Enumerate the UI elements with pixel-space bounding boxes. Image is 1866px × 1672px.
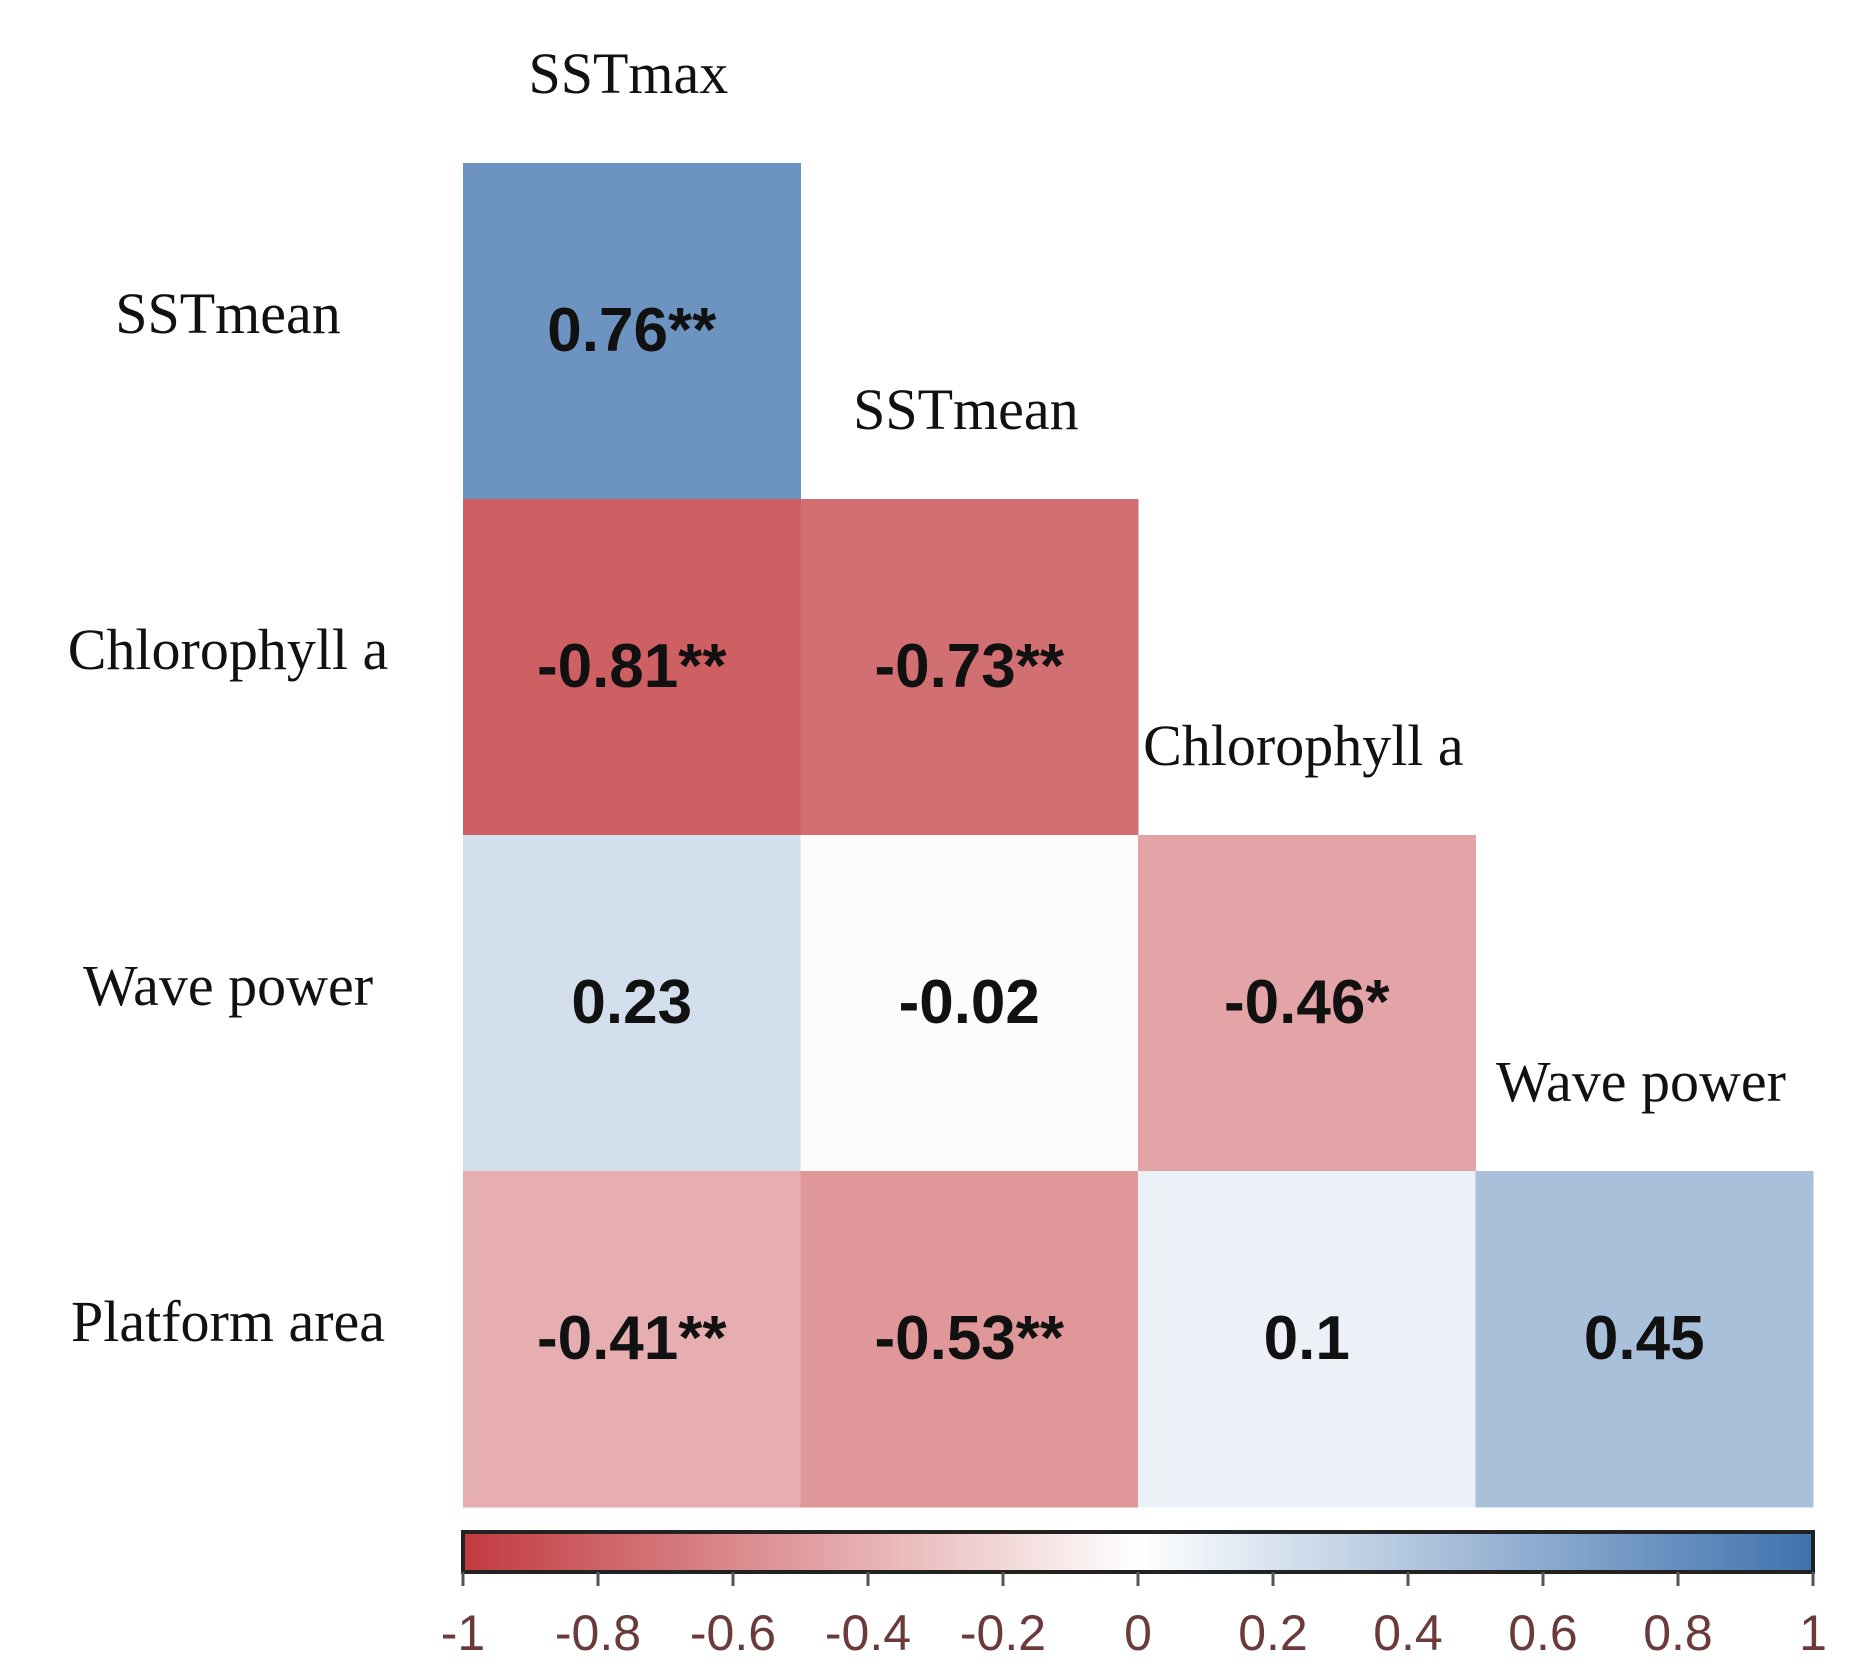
colorbar: -1 -0.8 -0.6 -0.4 -0.2 0 0.2 0.4 0.6 0.8 1 [441, 1530, 1827, 1661]
column-label: Wave power [1496, 1049, 1786, 1114]
heatmap-value-labels: 0.76** -0.81** -0.73** 0.23 -0.02 -0.46* -0.41… [537, 296, 1705, 1373]
colorbar-tick-label: 0.8 [1643, 1605, 1713, 1661]
colorbar-tick-label: -0.2 [960, 1605, 1046, 1661]
cell-value-label: -0.41** [537, 1304, 727, 1373]
heatmap-cell-r3-c3 [1475, 1171, 1814, 1508]
cell-value-label: 0.45 [1584, 1304, 1705, 1373]
row-label: Wave power [83, 953, 373, 1018]
heatmap-cell-r2-c1 [800, 835, 1139, 1172]
colorbar-tick-label: -0.4 [825, 1605, 911, 1661]
colorbar-tick-label: 0.4 [1373, 1605, 1443, 1661]
column-label: SSTmax [528, 41, 728, 106]
colorbar-tick-label: 1 [1799, 1605, 1827, 1661]
cell-value-label: -0.02 [899, 968, 1040, 1037]
heatmap-cell-r1-c0 [463, 499, 801, 836]
colorbar-tick-label: -0.8 [555, 1605, 641, 1661]
column-labels: SSTmax SSTmean Chlorophyll a Wave power [528, 41, 1785, 1114]
cell-value-label: -0.81** [537, 632, 727, 701]
colorbar-tick-label: 0.6 [1508, 1605, 1578, 1661]
cell-value-label: 0.23 [571, 968, 692, 1037]
heatmap-cell-r0-c0 [463, 163, 801, 500]
row-label: SSTmean [115, 281, 341, 346]
column-label: Chlorophyll a [1143, 713, 1464, 778]
colorbar-tick-label: 0.2 [1238, 1605, 1308, 1661]
heatmap-cell-r2-c2 [1138, 835, 1476, 1172]
row-labels: SSTmean Chlorophyll a Wave power Platform a… [68, 281, 389, 1354]
heatmap-cell-r2-c0 [463, 835, 801, 1172]
cell-value-label: 0.76** [547, 296, 717, 365]
cell-value-label: -0.73** [874, 632, 1064, 701]
colorbar-tick-label: -1 [441, 1605, 485, 1661]
heatmap-cells [463, 163, 1814, 1508]
row-label: Platform area [71, 1289, 385, 1354]
column-label: SSTmean [853, 377, 1079, 442]
heatmap-cell-r3-c0 [463, 1171, 801, 1508]
cell-value-label: 0.1 [1264, 1304, 1350, 1373]
cell-value-label: -0.53** [874, 1304, 1064, 1373]
heatmap-cell-r3-c1 [800, 1171, 1139, 1508]
colorbar-gradient [461, 1530, 1815, 1574]
heatmap-cell-r1-c1 [800, 499, 1139, 836]
colorbar-tick-label: 0 [1124, 1605, 1152, 1661]
colorbar-tick-label: -0.6 [690, 1605, 776, 1661]
cell-value-label: -0.46* [1224, 968, 1390, 1037]
heatmap-cell-r3-c2 [1138, 1171, 1476, 1508]
row-label: Chlorophyll a [68, 617, 389, 682]
